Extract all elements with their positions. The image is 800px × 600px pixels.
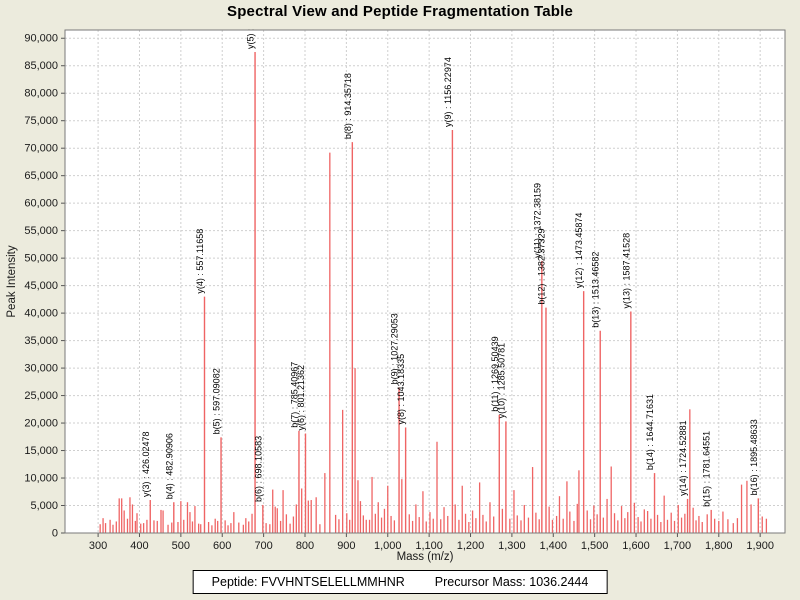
y-tick-label: 5,000: [30, 500, 58, 512]
x-tick-label: 1,000: [374, 540, 402, 552]
peak-label: b(16) : 1895.48633: [749, 419, 759, 495]
peak-label: b(8) : 914.35718: [343, 73, 353, 139]
y-tick-label: 60,000: [24, 198, 58, 210]
y-tick-label: 85,000: [24, 60, 58, 72]
y-tick-label: 20,000: [24, 418, 58, 430]
x-tick-label: 400: [130, 540, 148, 552]
peak-label: y(5) :: [246, 28, 256, 49]
peak-label: y(6) : 801.21362: [296, 365, 306, 431]
plot-border: [64, 29, 786, 534]
peak-label: b(15) : 1781.64551: [702, 431, 712, 507]
peak-label: y(4) : 557.11658: [195, 229, 205, 294]
y-tick-label: 30,000: [24, 363, 58, 375]
peak-label: b(11) : 1269.50439: [490, 336, 500, 411]
peak-label: b(12) : 1382.37329: [536, 229, 546, 305]
plot-area: [65, 30, 785, 533]
x-axis-title: Mass (m/z): [397, 551, 454, 563]
peak-label: y(3) : 426.02478: [141, 431, 151, 497]
y-tick-label: 10,000: [24, 473, 58, 485]
peptide-text: Peptide: FVVHNTSELELLMMHNR: [211, 575, 405, 589]
y-tick-label: 90,000: [24, 33, 58, 45]
peak-label: b(5) : 597.09082: [212, 368, 222, 434]
y-axis-title: Peak Intensity: [6, 245, 18, 317]
peak-label: y(10) : 1285.50781: [496, 343, 506, 419]
x-tick-label: 800: [296, 540, 314, 552]
x-tick-label: 1,700: [664, 540, 692, 552]
peak-label: b(7) : 785.40967: [289, 362, 299, 428]
y-tick-label: 25,000: [24, 390, 58, 402]
peptide-info-box: Peptide: FVVHNTSELELLMMHNR Precursor Mas…: [192, 570, 608, 594]
x-tick-label: 1,400: [540, 540, 568, 552]
y-tick-label: 75,000: [24, 115, 58, 127]
x-tick-label: 1,200: [457, 540, 485, 552]
x-tick-label: 1,900: [746, 540, 774, 552]
y-tick-label: 0: [52, 528, 58, 540]
x-tick-label: 900: [337, 540, 355, 552]
y-tick-label: 70,000: [24, 143, 58, 155]
x-tick-label: 300: [89, 540, 107, 552]
x-tick-label: 1,600: [622, 540, 650, 552]
precursor-mass-text: Precursor Mass: 1036.2444: [434, 575, 589, 589]
peak-label: b(14) : 1644.71631: [645, 394, 655, 470]
y-tick-label: 15,000: [24, 445, 58, 457]
x-tick-label: 1,500: [581, 540, 609, 552]
peak-label: y(8) : 1043.18335: [396, 354, 406, 425]
y-tick-label: 40,000: [24, 308, 58, 320]
peak-label: b(6) : 698.10583: [253, 436, 263, 502]
x-tick-label: 1,800: [705, 540, 733, 552]
y-tick-label: 35,000: [24, 335, 58, 347]
y-tick-label: 50,000: [24, 253, 58, 265]
y-tick-label: 80,000: [24, 88, 58, 100]
peak-label: y(12) : 1473.45874: [574, 213, 584, 289]
x-tick-label: 600: [213, 540, 231, 552]
peak-label: b(13) : 1513.46582: [591, 252, 601, 328]
peak-label: y(9) : 1156.22974: [443, 57, 453, 127]
peak-label: y(11) : 1372.38159: [532, 183, 542, 258]
x-tick-label: 1,100: [415, 540, 443, 552]
x-tick-label: 700: [254, 540, 272, 552]
peak-label: y(14) : 1724.52881: [678, 420, 688, 496]
x-tick-label: 500: [172, 540, 190, 552]
y-tick-label: 45,000: [24, 280, 58, 292]
peak-label: b(4) : 482.90906: [164, 433, 174, 499]
y-tick-label: 65,000: [24, 170, 58, 182]
peak-label: b(9) : 1027.29053: [390, 313, 400, 384]
spectrum-chart[interactable]: 0 5,000 10,000 15,000 20,000 25,000 30,000 35,0…: [0, 0, 800, 568]
peak-label: y(13) : 1587.41528: [621, 233, 631, 309]
page-title: Spectral View and Peptide Fragmentation …: [226, 3, 574, 20]
x-tick-label: 1,300: [498, 540, 526, 552]
y-tick-label: 55,000: [24, 225, 58, 237]
